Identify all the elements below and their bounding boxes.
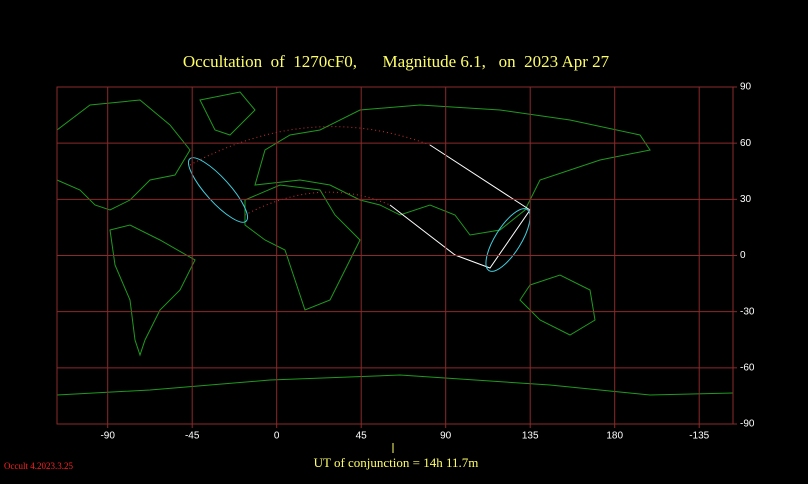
x-tick-label: 0 — [274, 431, 280, 442]
central-track — [389, 144, 531, 269]
y-tick-label: -90 — [740, 419, 755, 430]
x-tick-label: 90 — [440, 431, 452, 442]
x-tick-label: -90 — [100, 431, 115, 442]
y-tick-label: 0 — [740, 250, 746, 261]
north-america — [56, 99, 191, 211]
greenland — [199, 91, 256, 136]
map-frame — [56, 86, 734, 425]
x-tick-label: 135 — [522, 431, 539, 442]
footer: UT of conjunction = 14h 11.7m — [314, 455, 479, 470]
y-tick-label: 30 — [740, 194, 752, 205]
northern-limit — [189, 126, 431, 166]
y-tick-label: -60 — [740, 362, 755, 373]
coastlines — [56, 91, 734, 396]
africa — [244, 184, 361, 311]
y-tick-label: 60 — [740, 138, 752, 149]
antarctica — [56, 374, 734, 396]
x-tick-label: 45 — [356, 431, 368, 442]
version: Occult 4.2023.3.25 — [4, 461, 73, 471]
australia — [519, 274, 596, 336]
rise-set-curve — [188, 157, 248, 223]
x-tick-label: -135 — [689, 431, 709, 442]
south-america — [109, 224, 196, 357]
y-tick-label: 90 — [740, 82, 752, 93]
occultation-path — [188, 126, 531, 272]
eurasia — [254, 104, 651, 236]
rise-set-curve — [485, 208, 531, 272]
x-tick-label: 180 — [606, 431, 623, 442]
title: Occultation of 1270cF0, Magnitude 6.1, o… — [183, 52, 610, 71]
x-tick-label: -45 — [185, 431, 200, 442]
y-tick-label: -30 — [740, 306, 755, 317]
